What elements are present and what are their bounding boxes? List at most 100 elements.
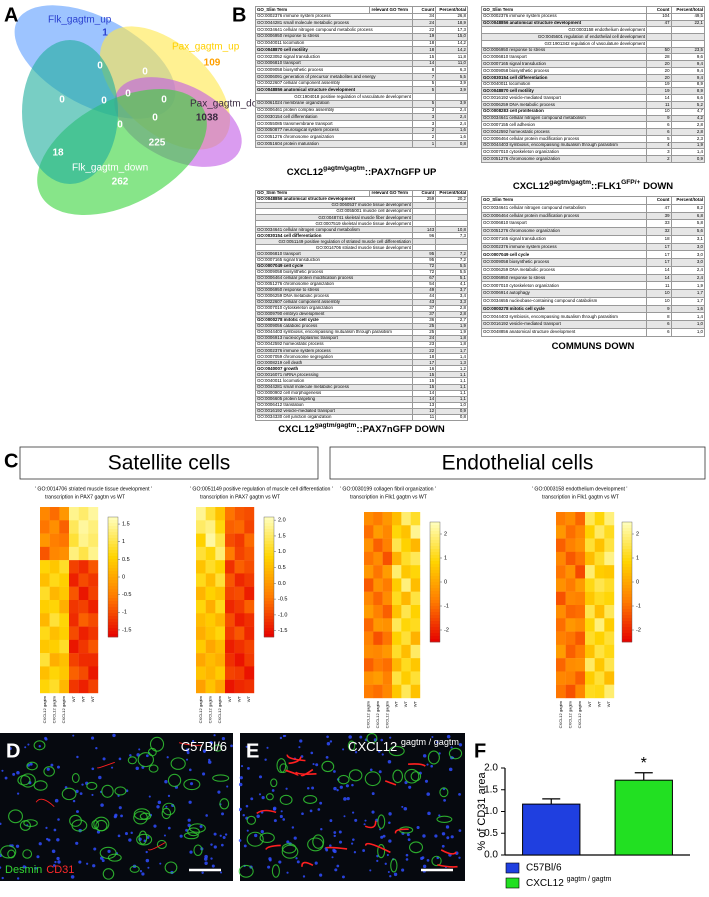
go-slim-term: GO:0002376 immune system process [480,242,648,252]
nucleus [441,832,446,836]
relevant-go-term: GO:0051149 positive regulation of striat… [255,238,413,246]
heatmap-cell [59,679,70,694]
heatmap-cell [410,512,421,526]
nucleus [100,803,104,807]
go-slim-term: GO:0030154 cell differentiation [255,113,413,121]
nucleus [446,734,451,739]
percent: 11,0 [435,59,468,68]
percent: 4,2 [670,114,706,123]
colorbar-slice [430,531,440,535]
go-slim-term: GO:0006810 transport [480,53,648,62]
heatmap-cell [234,507,245,521]
heatmap-cell [225,546,235,561]
heatmap-cell [49,560,60,574]
heatmap-cell [604,591,615,606]
table-row: GO:1904018 positive regulation of vascul… [255,93,468,101]
nucleus [389,736,392,739]
colorbar-slice [264,631,274,635]
heatmap-cell [196,666,206,680]
desmin-fiber [127,756,137,765]
nucleus [363,823,366,826]
nucleus [446,836,450,840]
heatmap-cell [196,573,206,587]
desmin-fiber [164,861,178,874]
heatmap-cell [205,507,216,521]
cd31-vessel [295,771,317,775]
colorbar-slice [430,630,440,634]
heatmap-cell [59,666,70,680]
colorbar-tick-label: -0.5 [122,592,131,598]
column-label: WT [71,695,76,702]
go-table: GO_Slim Term relevant GO Term Count Percent… [254,189,468,421]
heatmap-cell [59,520,70,534]
heatmap-cell [565,644,576,659]
heatmap-cell [225,507,235,521]
colorbar-slice [622,570,632,574]
table-row: GO:0006950 response to stress 19 15,0 [255,32,468,41]
heatmap-cell [401,631,411,646]
nucleus [426,859,430,862]
nucleus [387,870,390,874]
count: 6 [646,128,672,136]
colorbar-tick-label: 1 [122,539,125,545]
count: 104 [646,12,672,21]
colorbar-slice [430,528,440,532]
header-row: GO_Slim Term relevant GO Term Count Percent… [254,6,468,14]
heatmap-cell [88,639,99,654]
heatmap-cell [392,605,402,619]
desmin-fiber [129,865,140,873]
heatmap-cell [196,520,206,534]
nucleus [7,753,10,756]
colorbar-slice [622,579,632,583]
column-label: CXCL12 gagtm [384,700,389,728]
nucleus [258,793,262,796]
table-row: GO:0007049 cell cycle 17 3,0 [480,250,706,260]
go-slim-term: GO:0048856 anatomical structure developm… [480,19,648,28]
table-caption-part: ::PAX7nGFP DOWN [356,424,444,435]
bar [522,803,581,856]
column-label: CXCL12 gagtm [558,700,563,728]
nucleus [118,757,122,761]
nucleus [15,844,20,848]
go-slim-term: GO:0006810 transport [480,219,648,229]
nucleus [436,856,440,860]
colorbar-slice [264,625,274,629]
colorbar-slice [264,595,274,599]
nucleus [44,736,48,740]
cd31-vessel [35,798,55,807]
colorbar-slice [430,615,440,619]
panel-label: F [474,740,486,762]
table-row: GO:0045601 regulation of endothelial cel… [480,33,706,41]
colorbar-slice [430,624,440,628]
heatmap-cell [382,671,393,685]
colorbar-tick-label: 0 [444,579,447,585]
heatmap-cell [234,600,245,614]
table-row: GO:0007155 cell adhesion 6 2,8 [480,121,706,130]
heatmap-cell [196,560,206,574]
heatmap-cell [604,684,615,699]
desmin-fiber [114,786,127,796]
table-row: GO:0034641 cellular nitrogen compound me… [255,26,468,34]
go-slim-term: GO:0044281 small molecule metabolic proc… [255,19,413,28]
column-label: CXCL12 gagtm [366,700,371,728]
heatmap-cell [373,658,383,672]
nucleus [388,812,392,816]
group-box [329,446,706,480]
colorbar-slice [264,523,274,527]
heatmap-cell [40,560,50,574]
table-row: GO:0044403 symbiosis, encompassing mutua… [480,141,706,150]
desmin-fiber [148,764,159,773]
heatmap-cell [196,586,206,601]
heatmap-cell [244,679,255,694]
colorbar-slice [108,622,118,626]
go-slim-term: GO:0051604 protein maturation [255,140,413,148]
table-row: GO:0051276 chromosome organization 2 1,6 [255,133,468,142]
go-slim-term: GO:0006950 response to stress [255,32,413,41]
desmin-fiber [17,774,31,786]
percent: 2,4 [435,106,468,115]
cd31-vessel [288,756,302,765]
nucleus [72,734,75,737]
heatmap-cell [373,644,383,659]
percent: 6,3 [435,66,468,75]
nucleus [27,743,30,746]
